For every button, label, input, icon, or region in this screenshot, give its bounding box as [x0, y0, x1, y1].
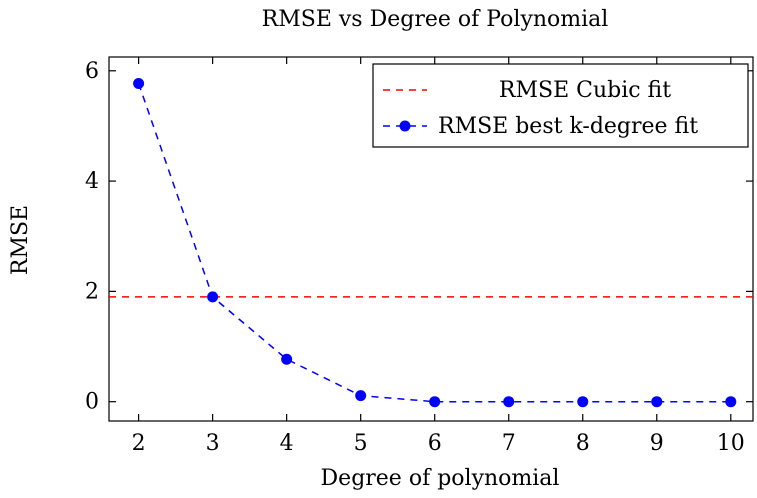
kdegree-point	[429, 396, 441, 408]
x-tick-label: 8	[576, 431, 590, 456]
plot-area	[108, 56, 754, 422]
kdegree-point	[651, 396, 663, 408]
kdegree-point	[281, 353, 293, 365]
y-axis-label: RMSE	[8, 205, 33, 275]
legend-box	[372, 63, 749, 148]
kdegree-point	[207, 291, 219, 303]
y-axis: 0 2 4 6	[85, 59, 753, 415]
chart-title: RMSE vs Degree of Polynomial	[262, 7, 609, 32]
x-axis-label: Degree of polynomial	[321, 466, 560, 491]
x-tick-label: 2	[132, 431, 146, 456]
legend: RMSE Cubic fit RMSE best k-degree fit	[372, 63, 749, 148]
y-tick-label: 6	[85, 59, 99, 84]
x-tick-label: 3	[206, 431, 220, 456]
kdegree-point	[725, 396, 737, 408]
y-tick-label: 0	[85, 390, 99, 415]
x-tick-label: 4	[280, 431, 294, 456]
legend-cubic-label: RMSE Cubic fit	[499, 78, 671, 103]
y-tick-label: 2	[85, 279, 99, 304]
x-axis: 2 3 4 5 6 7 8 9 10	[132, 57, 745, 456]
x-tick-label: 9	[650, 431, 664, 456]
kdegree-point	[577, 396, 589, 408]
x-tick-label: 5	[354, 431, 368, 456]
kdegree-point	[133, 77, 145, 89]
kdegree-point	[503, 396, 515, 408]
y-tick-label: 4	[85, 169, 99, 194]
x-tick-label: 6	[428, 431, 442, 456]
series-layer	[109, 77, 753, 408]
x-tick-label: 10	[717, 431, 745, 456]
x-tick-label: 7	[502, 431, 516, 456]
legend-kdegree-label: RMSE best k-degree fit	[438, 114, 698, 139]
kdegree-point	[355, 390, 367, 402]
legend-kdegree-marker	[399, 120, 411, 132]
kdegree-fit-line	[137, 83, 731, 403]
